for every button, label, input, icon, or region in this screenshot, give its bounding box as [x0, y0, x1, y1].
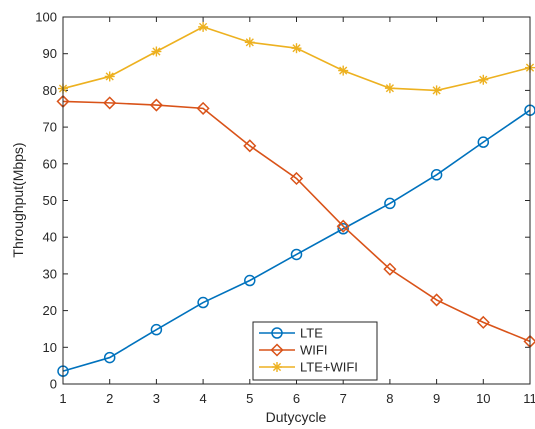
x-tick-label: 7 [340, 391, 347, 406]
legend-label: LTE+WIFI [300, 360, 358, 375]
y-tick-label: 90 [43, 46, 57, 61]
data-point-lte [337, 223, 349, 235]
x-tick-label: 4 [199, 391, 206, 406]
data-point-lte [197, 296, 209, 309]
series-line-lte [62, 109, 531, 372]
y-tick-label: 40 [43, 230, 57, 245]
data-point-lte [384, 197, 396, 210]
data-point-lte-wifi [431, 85, 442, 96]
series-line-wifi [62, 100, 531, 343]
x-tick-label: 2 [106, 391, 113, 406]
y-axis-title: Throughput(Mbps) [10, 142, 26, 257]
data-point-lte [103, 351, 116, 364]
x-tick-label: 11 [523, 391, 535, 406]
series-wifi [56, 94, 535, 348]
legend: LTE WIFI LTE+WIFI [252, 321, 378, 381]
data-point-wifi [289, 171, 304, 186]
data-point-wifi [149, 98, 163, 112]
data-point-lte-wifi [384, 83, 395, 94]
data-point-wifi [196, 101, 210, 115]
y-tick-label: 50 [43, 193, 57, 208]
x-axis-title: Dutycycle [266, 409, 327, 425]
legend-label: LTE [300, 326, 323, 341]
y-tick-label: 70 [43, 120, 57, 135]
x-tick-label: 10 [476, 391, 490, 406]
data-point-lte [150, 323, 163, 336]
x-tick-label: 8 [386, 391, 393, 406]
x-tick-label: 5 [246, 391, 253, 406]
legend-swatch-marker [272, 362, 282, 372]
data-point-wifi [336, 219, 350, 233]
data-point-lte [477, 136, 490, 148]
data-point-lte-wifi [338, 65, 349, 76]
legend-entry-lte: LTE [259, 326, 323, 341]
data-point-lte-wifi [198, 21, 209, 32]
x-tick-label: 3 [153, 391, 160, 406]
plot-frame [62, 16, 531, 385]
data-point-lte [290, 248, 303, 261]
data-point-wifi [476, 315, 490, 329]
y-tick-label: 60 [43, 156, 57, 171]
data-point-lte-wifi [478, 74, 489, 85]
data-point-wifi [103, 96, 117, 110]
legend-entry-wifi: WIFI [259, 343, 327, 358]
y-tick-label: 20 [43, 303, 57, 318]
data-point-lte [244, 274, 256, 287]
y-tick-label: 0 [50, 377, 57, 392]
y-tick-label: 80 [43, 83, 57, 98]
series-lte-wifi [58, 21, 535, 96]
series-layer [56, 21, 535, 377]
x-tick-label: 1 [59, 391, 66, 406]
x-tick-label: 9 [433, 391, 440, 406]
legend-swatch-marker [271, 327, 283, 339]
x-tick-labels: 1 2 3 4 5 6 7 8 9 10 11 [59, 391, 535, 406]
x-tick-label: 6 [293, 391, 300, 406]
y-tick-label: 30 [43, 266, 57, 281]
data-point-lte-wifi [104, 71, 115, 82]
data-point-wifi [430, 293, 444, 307]
series-lte [57, 104, 535, 377]
data-point-wifi [383, 262, 397, 276]
legend-label: WIFI [300, 343, 327, 358]
y-tick-labels: 0 10 20 30 40 50 60 70 80 90 100 [35, 10, 57, 392]
legend-swatch-marker [270, 343, 284, 357]
data-point-lte-wifi [244, 37, 255, 48]
data-point-lte-wifi [291, 43, 302, 54]
data-point-lte-wifi [151, 46, 162, 57]
legend-entry-lte-wifi: LTE+WIFI [259, 360, 358, 375]
y-tick-label: 10 [43, 340, 57, 355]
data-point-lte [430, 169, 443, 181]
y-tick-label: 100 [35, 10, 57, 25]
data-point-wifi [243, 139, 257, 153]
